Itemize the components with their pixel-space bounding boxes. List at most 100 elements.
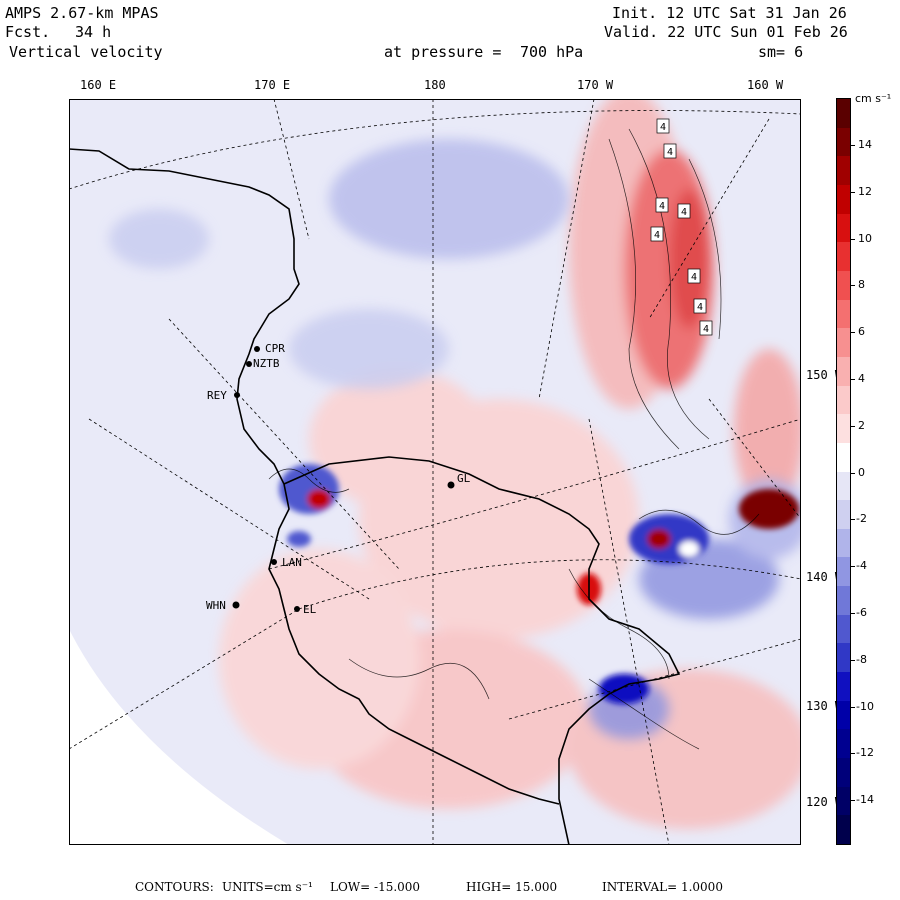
station-dot-cpr (254, 346, 260, 352)
lon-label-170w: 170 W (577, 78, 614, 92)
colorbar-tick-label: -4 (856, 559, 867, 573)
map-frame (69, 99, 801, 845)
station-dot-lan (271, 559, 277, 565)
field-name: Vertical velocity (9, 43, 163, 61)
colorbar-segment (837, 758, 850, 788)
colorbar-tick-label: -10 (856, 699, 874, 713)
colorbar-segment (837, 586, 850, 616)
svg-text:4: 4 (697, 302, 703, 313)
colorbar-tick-label: 6 (858, 325, 865, 339)
ice-shelf-edge (283, 456, 681, 845)
colorbar-segment (837, 356, 850, 387)
pressure-level: 700 hPa (520, 43, 584, 61)
colorbar-tick (851, 706, 855, 708)
colorbar-segment (837, 385, 850, 415)
station-label-lan: LAN (282, 556, 302, 569)
smoothing-label: sm= 6 (758, 43, 804, 61)
lon-label-180: 180 (424, 78, 446, 92)
colorbar-tick (851, 332, 855, 334)
station-dot-rey (234, 392, 240, 398)
colorbar-tick (851, 379, 855, 380)
colorbar-segment (837, 672, 850, 702)
colorbar-tick-label: -12 (856, 746, 874, 760)
contour-lines (268, 128, 760, 750)
contour-label-box: 4 (650, 226, 664, 242)
colorbar-segment (837, 156, 850, 186)
colorbar-segment (837, 184, 850, 215)
station-label-whn: WHN (206, 599, 226, 612)
colorbar-tick-label: -14 (856, 793, 874, 807)
colorbar-segment (837, 242, 850, 272)
svg-text:4: 4 (654, 230, 660, 241)
colorbar-tick (851, 472, 855, 474)
contour-label-box: 4 (693, 298, 707, 314)
contour-label-box: 4 (687, 268, 701, 284)
svg-text:4: 4 (667, 147, 673, 158)
colorbar-tick-label: -8 (856, 652, 867, 666)
colorbar-tick-label: 12 (858, 184, 872, 198)
init-time: Init. 12 UTC Sat 31 Jan 26 (612, 4, 847, 22)
colorbar-segment (837, 786, 850, 816)
contour-label-box: 4 (656, 118, 670, 134)
colorbar-tick-label: 10 (858, 231, 872, 245)
station-label-rey: REY (207, 389, 227, 402)
colorbar-tick (851, 191, 855, 193)
vertical-velocity-map: CPR NZTB REY GL LAN WHN EL 4 4 4 4 4 4 4… (69, 99, 801, 845)
svg-text:4: 4 (659, 201, 665, 212)
colorbar-tick (851, 800, 855, 802)
colorbar-segment (837, 213, 850, 243)
colorbar-units: cm s⁻¹ (855, 92, 892, 105)
colorbar-segment (837, 414, 850, 444)
colorbar-tick-label: 4 (858, 372, 865, 385)
colorbar-tick-label: 2 (858, 418, 865, 432)
colorbar-segment (837, 557, 850, 587)
svg-text:4: 4 (681, 207, 687, 218)
strong-updraft-cores (279, 464, 799, 704)
colorbar-segment (837, 471, 850, 501)
forecast-hour: 34 h (75, 23, 112, 41)
colorbar-segment (837, 643, 850, 673)
contours-high: HIGH= 15.000 (466, 880, 558, 894)
contour-label-box: 4 (677, 203, 691, 219)
colorbar-segment (837, 500, 850, 530)
colorbar-tick (851, 519, 855, 521)
contours-label: CONTOURS: (135, 880, 214, 894)
lon-label-170e: 170 E (254, 78, 291, 92)
pressure-label: at pressure = (384, 43, 502, 61)
contours-low: LOW= -15.000 (330, 880, 421, 894)
contour-label-box: 4 (699, 320, 713, 336)
colorbar-tick (851, 753, 855, 755)
station-dot-el (294, 606, 300, 612)
colorbar-segment (837, 99, 850, 129)
colorbar-segment (837, 729, 850, 759)
negative-field (109, 139, 801, 739)
colorbar-tick (851, 566, 855, 568)
colorbar-segment (837, 528, 850, 558)
contours-units: UNITS=cm s⁻¹ (222, 880, 313, 894)
station-dot-gl (447, 481, 455, 489)
outside-domain (69, 629, 289, 845)
colorbar-tick-label: 14 (858, 138, 872, 151)
colorbar (836, 98, 851, 845)
station-label-nztb: NZTB (253, 357, 280, 370)
lon-label-160w: 160 W (747, 78, 784, 92)
station-label-gl: GL (457, 472, 471, 485)
contour-label-box: 4 (663, 143, 677, 159)
forecast-label: Fcst. (5, 23, 51, 41)
colorbar-segment (837, 442, 850, 472)
svg-text:4: 4 (691, 272, 697, 283)
graticule (69, 99, 801, 845)
station-dot-whn (232, 601, 240, 609)
colorbar-segment (837, 614, 850, 644)
station-label-cpr: CPR (265, 342, 285, 355)
station-dot-nztb (246, 361, 252, 367)
colorbar-segment (837, 328, 850, 358)
station-markers (232, 346, 455, 612)
colorbar-tick (851, 145, 855, 146)
colorbar-tick-label: 0 (858, 465, 865, 479)
colorbar-segment (837, 127, 850, 157)
colorbar-tick (851, 659, 855, 661)
colorbar-segment (837, 299, 850, 329)
station-label-el: EL (303, 603, 317, 616)
svg-text:4: 4 (703, 324, 709, 335)
